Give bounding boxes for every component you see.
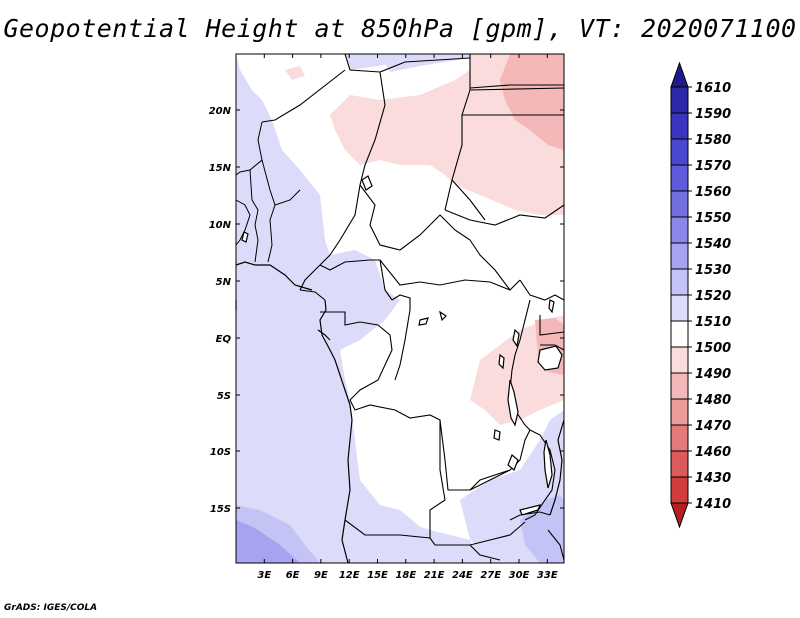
colorbar-segment (670, 450, 689, 478)
colorbar-segment (670, 242, 689, 270)
colorbar-segment (670, 294, 689, 322)
lon-label: 3E (257, 570, 271, 581)
colorbar-label: 1490 (695, 367, 731, 382)
lakes (241, 175, 563, 516)
colorbar-label: 1470 (695, 419, 731, 434)
field-light-blue-northeast (380, 54, 470, 72)
lon-label: 18E (395, 570, 416, 581)
lon-label: 6E (286, 570, 300, 581)
coastline (235, 261, 565, 564)
colorbar-segment (670, 164, 689, 192)
lat-label: 5S (217, 391, 231, 402)
lat-label: 10S (210, 447, 231, 458)
colorbar-segment (670, 190, 689, 218)
map-panel: 20N 15N 10N 5N EQ 5S 10S 15S 3E 6E 9E 12E 15E 18E 21E… (209, 53, 565, 581)
lake-mai-ndombe (418, 317, 429, 326)
colorbar-label: 1500 (695, 341, 731, 356)
lat-label: EQ (216, 334, 232, 345)
lat-label: 10N (209, 220, 232, 231)
lake-volta (241, 231, 249, 243)
lon-label: 12E (339, 570, 360, 581)
colorbar-segment (670, 112, 689, 140)
lake-tumba (439, 310, 447, 322)
colorbar-label: 1460 (695, 445, 731, 460)
field-light-blue-west (236, 54, 560, 563)
colorbar-label: 1560 (695, 185, 731, 200)
lon-label: 27E (480, 570, 501, 581)
colorbar-label: 1540 (695, 237, 731, 252)
lake-victoria (537, 345, 563, 371)
lat-label: 15N (209, 163, 232, 174)
field-pink-northwest (285, 66, 305, 80)
lake-turkana (548, 299, 555, 314)
colorbar-segment (670, 216, 689, 244)
lon-label: 33E (537, 570, 558, 581)
colorbar-segment (670, 476, 689, 504)
map-title: Geopotential Height at 850hPa [gpm], VT:… (3, 14, 797, 43)
lake-chad (361, 175, 373, 191)
field-light-blue-south (340, 470, 480, 563)
lake-albert (512, 328, 520, 348)
lake-kivu (498, 353, 505, 370)
field-deep-blue-southwest (236, 520, 300, 563)
lake-kariba (519, 504, 541, 516)
colorbar-label: 1530 (695, 263, 731, 278)
colorbar-label: 1610 (695, 81, 731, 96)
colorbar-label: 1590 (695, 107, 731, 122)
colorbar-top-arrow (670, 61, 689, 88)
grads-credit: GrADS: IGES/COLA (4, 603, 98, 613)
lake-mweru (493, 429, 501, 441)
colorbar-segment (670, 424, 689, 452)
colorbar-segment (670, 268, 689, 296)
colorbar-segment (670, 398, 689, 426)
lake-malawi (543, 439, 553, 489)
lat-label: 20N (209, 106, 232, 117)
colorbar-segment (670, 372, 689, 400)
lon-label: 30E (509, 570, 530, 581)
field-deep-pink-northeast (500, 54, 564, 150)
colorbar-label: 1520 (695, 289, 731, 304)
colorbar-segment (670, 346, 689, 374)
colorbar-label: 1430 (695, 471, 731, 486)
lon-label: 15E (367, 570, 388, 581)
lon-label: 9E (314, 570, 328, 581)
colorbar-bottom-arrow (670, 502, 689, 529)
map-frame (235, 53, 565, 564)
colorbar: 1610 1590 1580 1570 1560 1550 1540 1530 1520 1510… (670, 61, 731, 529)
lat-label: 5N (216, 277, 232, 288)
colorbar-segment (670, 320, 689, 348)
longitude-axis: 3E 6E 9E 12E 15E 18E 21E 24E 27E 30E 33E (257, 54, 558, 581)
colorbar-label: 1410 (695, 497, 731, 512)
lat-label: 15S (210, 504, 231, 515)
colorbar-label: 1550 (695, 211, 731, 226)
colorbar-label: 1480 (695, 393, 731, 408)
colorbar-label: 1580 (695, 133, 731, 148)
colorbar-label: 1570 (695, 159, 731, 174)
colorbar-segment (670, 138, 689, 166)
lake-tanganyika (507, 379, 519, 427)
colorbar-segment (670, 86, 689, 114)
lon-label: 24E (452, 570, 473, 581)
colorbar-label: 1510 (695, 315, 731, 330)
lake-bangweulu (507, 454, 519, 471)
west-africa-borders (235, 121, 301, 263)
field-pink-chad (470, 150, 540, 185)
country-borders (261, 53, 565, 561)
latitude-axis: 20N 15N 10N 5N EQ 5S 10S 15S (209, 106, 564, 515)
lon-label: 21E (424, 570, 445, 581)
